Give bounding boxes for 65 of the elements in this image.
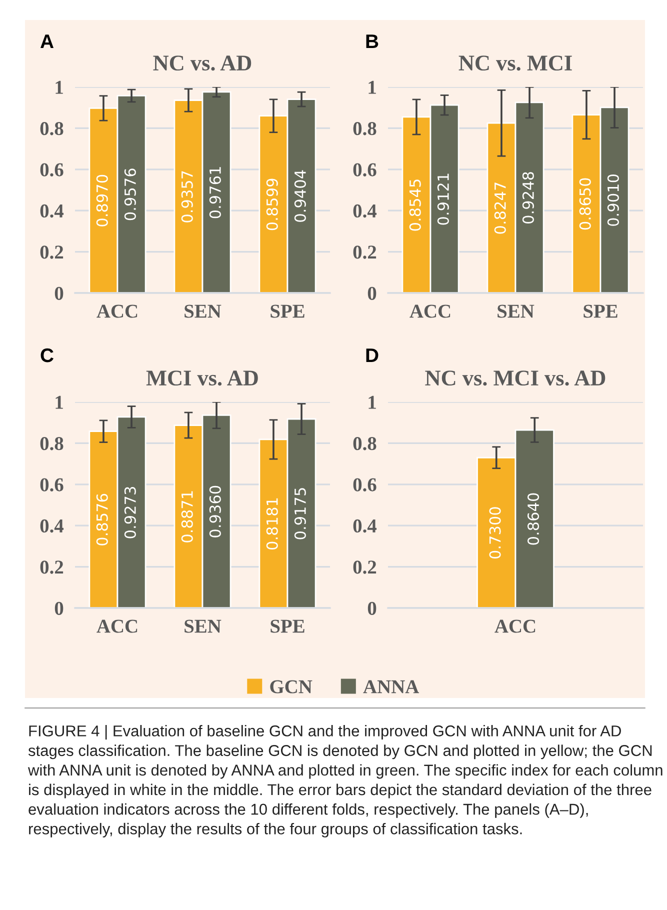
chart-title: NC vs. MCI vs. AD (425, 370, 606, 386)
x-tick-label: ACC (96, 304, 138, 318)
x-tick-label: SEN (184, 620, 222, 633)
data-label: 0.9404 (294, 170, 306, 222)
y-tick-label: 0.8 (353, 122, 376, 136)
y-tick-label: 1 (368, 80, 376, 94)
x-tick-label: SEN (184, 304, 222, 318)
legend-label: ANNA (363, 680, 420, 694)
x-tick-label: ACC (410, 304, 450, 318)
data-label: 0.8650 (579, 178, 591, 230)
data-label: 0.9357 (181, 171, 193, 222)
y-tick-label: 0.4 (353, 519, 377, 533)
y-tick-label: 0.6 (40, 478, 64, 492)
legend-label: GCN (270, 680, 312, 694)
data-label: 0.8545 (409, 180, 421, 231)
data-label: 0.8871 (181, 491, 193, 542)
y-tick-label: 0.4 (353, 204, 377, 218)
data-label: 0.9761 (209, 167, 221, 218)
y-tick-label: 0.8 (353, 437, 376, 450)
x-tick-label: SPE (270, 620, 304, 633)
y-tick-label: 0.6 (40, 163, 64, 176)
y-tick-label: 0.8 (40, 437, 64, 450)
chart-title: MCI vs. AD (146, 370, 258, 386)
y-tick-label: 1 (368, 396, 376, 409)
y-tick-label: 0.8 (40, 122, 64, 136)
data-label: 0.8576 (96, 494, 108, 546)
y-tick-label: 0.2 (40, 246, 64, 259)
y-tick-label: 0.2 (353, 246, 376, 259)
data-label: 0.8640 (528, 493, 540, 545)
text: C (40, 348, 54, 362)
data-label: 0.8247 (494, 182, 506, 234)
data-label: 0.9010 (607, 174, 619, 226)
y-tick-label: 0.2 (353, 560, 376, 574)
x-tick-label: ACC (96, 620, 138, 633)
y-tick-label: 0 (54, 602, 64, 615)
y-tick-label: 1 (56, 396, 63, 409)
y-tick-label: 0.6 (353, 478, 376, 492)
y-tick-label: 0 (368, 602, 376, 615)
x-tick-label: SPE (584, 304, 618, 318)
y-tick-label: 0 (54, 286, 64, 300)
y-tick-label: 0.6 (353, 163, 376, 176)
data-label: 0.9360 (209, 486, 221, 538)
data-label: 0.9248 (522, 172, 534, 224)
text: D (366, 348, 378, 362)
chart-title: NC vs. MCI (458, 56, 572, 71)
data-label: 0.8181 (266, 498, 278, 550)
data-label: 0.8970 (96, 174, 108, 226)
x-tick-label: SEN (498, 304, 534, 318)
y-tick-label: 1 (56, 80, 63, 94)
data-label: 0.8599 (266, 178, 278, 230)
data-label: 0.9273 (124, 486, 136, 538)
chart-title: NC vs. AD (153, 56, 252, 71)
data-label: 0.9121 (437, 174, 449, 225)
x-tick-label: ACC (494, 620, 536, 633)
y-tick-label: 0.2 (40, 560, 64, 574)
y-tick-label: 0.4 (40, 204, 64, 218)
x-tick-label: SPE (270, 304, 304, 318)
text: A (40, 34, 54, 48)
y-tick-label: 0 (368, 286, 376, 300)
data-label: 0.9576 (124, 168, 136, 220)
data-label: 0.7300 (489, 507, 501, 559)
y-tick-label: 0.4 (40, 519, 64, 533)
caption: FIGURE 4 | Evaluation of baseline GCN and the improved GCN with ANNA unit for AD stages classification. The baseline GCN is denoted by GCN and plotted in yellow; the GCN with ANNA unit is denoted by ANNA and plotted in green. The specific index for each column is displayed in white in the middle. The error bars depict the standard deviation of the three evaluation indicators across the 10 different folds, respectively. The panels (A–D), respectively, display the results of the four groups of classification tasks. (28, 725, 662, 838)
text: B (366, 34, 378, 48)
data-label: 0.9175 (294, 488, 306, 540)
